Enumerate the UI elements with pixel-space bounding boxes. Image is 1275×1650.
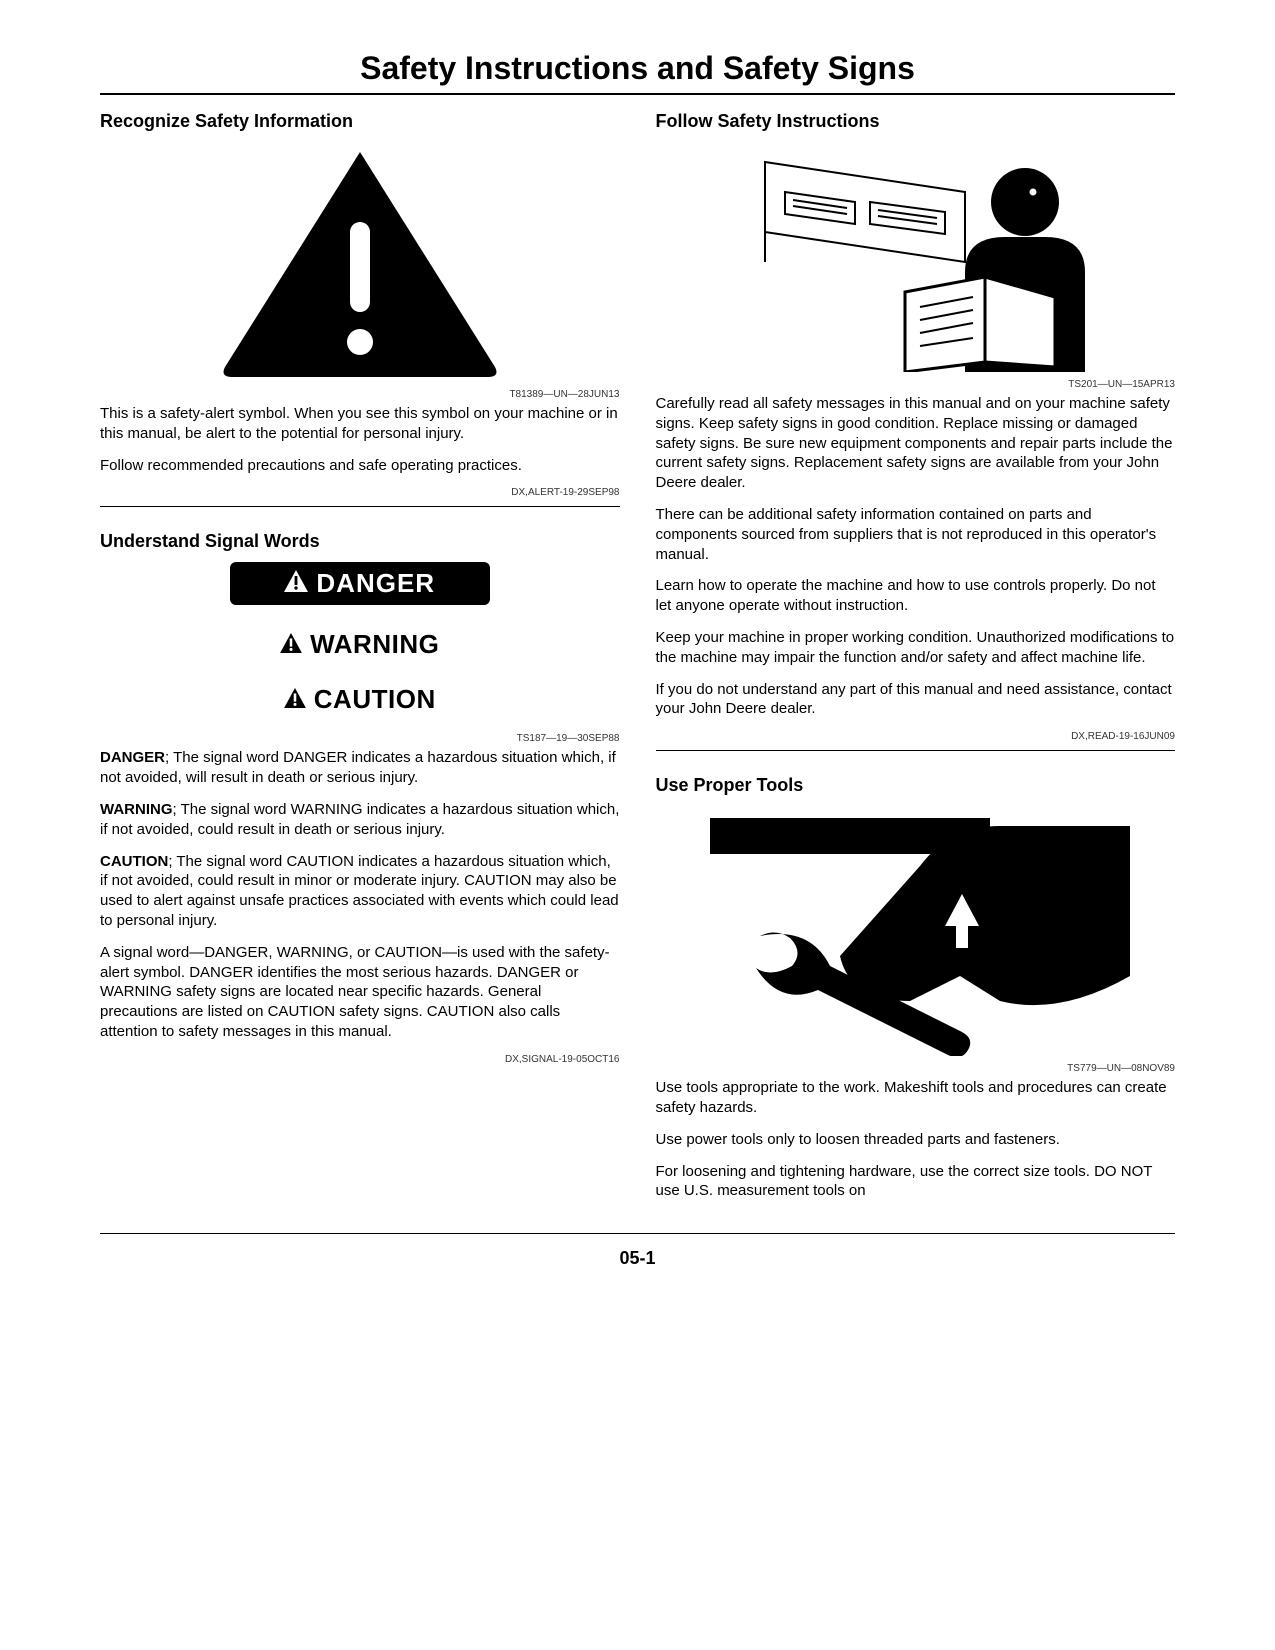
- title-rule: [100, 93, 1175, 95]
- page-footer: 05-1: [100, 1233, 1175, 1269]
- figure-proper-tools: [656, 806, 1176, 1061]
- ref-follow: DX,READ-19-16JUN09: [656, 731, 1176, 742]
- alert-triangle-icon: [284, 568, 308, 599]
- text-signal-p3: CAUTION; The signal word CAUTION indicat…: [100, 852, 620, 931]
- ref-signal: DX,SIGNAL-19-05OCT16: [100, 1054, 620, 1065]
- text-recognize-p2: Follow recommended precautions and safe …: [100, 456, 620, 476]
- caption-tools: TS779—UN—08NOV89: [656, 1063, 1176, 1074]
- text-follow-p4: Keep your machine in proper working cond…: [656, 628, 1176, 668]
- text-signal-p2: WARNING; The signal word WARNING indicat…: [100, 800, 620, 840]
- page-title: Safety Instructions and Safety Signs: [100, 50, 1175, 87]
- content-columns: Recognize Safety Information T81389—UN—2…: [100, 111, 1175, 1213]
- signal-words-figure: DANGER WARNING CAUTION: [230, 562, 490, 715]
- text-recognize-p1: This is a safety-alert symbol. When you …: [100, 404, 620, 444]
- danger-label: DANGER: [316, 568, 435, 599]
- alert-triangle-icon: [284, 684, 306, 715]
- text-signal-p4: A signal word—DANGER, WARNING, or CAUTIO…: [100, 943, 620, 1042]
- danger-chip: DANGER: [230, 562, 490, 605]
- text-follow-p1: Carefully read all safety messages in th…: [656, 394, 1176, 493]
- caption-follow: TS201—UN—15APR13: [656, 379, 1176, 390]
- figure-read-manual: [656, 142, 1176, 377]
- rule-after-follow: [656, 750, 1176, 751]
- text-follow-p2: There can be additional safety informati…: [656, 505, 1176, 564]
- caption-signal: TS187—19—30SEP88: [100, 733, 620, 744]
- text-tools-p3: For loosening and tightening hardware, u…: [656, 1162, 1176, 1202]
- right-column: Follow Safety Instructions: [656, 111, 1176, 1213]
- text-tools-p2: Use power tools only to loosen threaded …: [656, 1130, 1176, 1150]
- caption-recognize: T81389—UN—28JUN13: [100, 389, 620, 400]
- safety-alert-triangle-icon: [210, 142, 510, 382]
- left-column: Recognize Safety Information T81389—UN—2…: [100, 111, 620, 1213]
- caution-line: CAUTION: [284, 684, 436, 715]
- hand-wrench-icon: [700, 806, 1130, 1056]
- alert-triangle-icon: [280, 629, 302, 660]
- text-signal-p1: DANGER; The signal word DANGER indicates…: [100, 748, 620, 788]
- rule-after-recognize: [100, 506, 620, 507]
- warning-label: WARNING: [310, 629, 439, 660]
- text-tools-p1: Use tools appropriate to the work. Makes…: [656, 1078, 1176, 1118]
- warning-line: WARNING: [280, 629, 439, 660]
- heading-signal-words: Understand Signal Words: [100, 531, 620, 552]
- figure-safety-alert-symbol: [100, 142, 620, 387]
- text-follow-p3: Learn how to operate the machine and how…: [656, 576, 1176, 616]
- person-reading-manual-icon: [705, 142, 1125, 372]
- text-follow-p5: If you do not understand any part of thi…: [656, 680, 1176, 720]
- heading-recognize: Recognize Safety Information: [100, 111, 620, 132]
- heading-follow: Follow Safety Instructions: [656, 111, 1176, 132]
- caution-label: CAUTION: [314, 684, 436, 715]
- ref-recognize: DX,ALERT-19-29SEP98: [100, 487, 620, 498]
- heading-tools: Use Proper Tools: [656, 775, 1176, 796]
